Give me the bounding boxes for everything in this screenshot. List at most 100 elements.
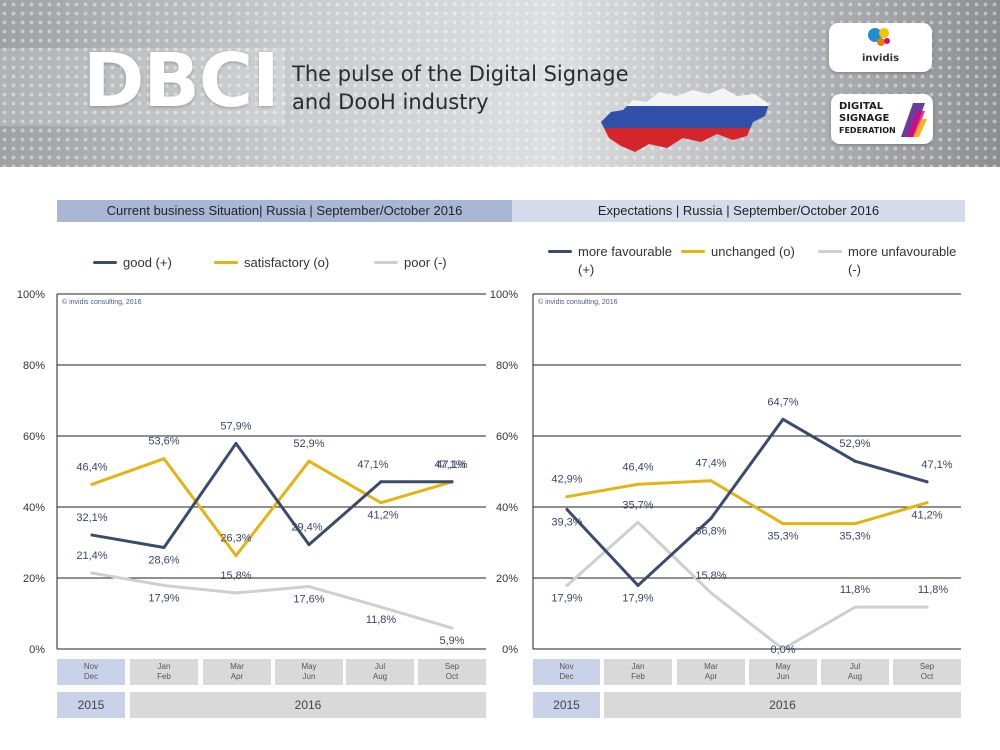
line-chart-plot: 0% 20% 40% 60% 80% 100% © invidis consulting, … <box>17 289 486 656</box>
data-point <box>565 495 569 499</box>
y-tick-label: 80% <box>496 360 518 372</box>
current-situation-chart: Current business Situation| Russia | Sep… <box>0 195 512 725</box>
x-tick-mar-apr: Mar Apr <box>203 659 271 685</box>
x-tick-nov-dec: Nov Dec <box>533 659 600 685</box>
data-label: 26,3% <box>220 533 251 545</box>
x-tick-jul-aug: Jul Aug <box>346 659 414 685</box>
data-label: 35,3% <box>767 531 798 543</box>
dsf-line-1: DIGITAL <box>839 101 884 112</box>
data-label: 15,8% <box>220 570 251 582</box>
data-label: 41,2% <box>911 510 942 522</box>
data-label: 46,4% <box>622 461 653 473</box>
data-point <box>234 554 238 558</box>
data-point <box>379 605 383 609</box>
x-tick-jan-feb: Jan Feb <box>130 659 198 685</box>
data-point <box>636 583 640 587</box>
year-label-2015: 2015 <box>533 692 600 718</box>
data-point <box>162 457 166 461</box>
data-label: 11,8% <box>918 584 949 596</box>
data-label: 41,2% <box>367 510 398 522</box>
data-point <box>781 417 785 421</box>
data-point <box>162 545 166 549</box>
invidis-logo: invidis <box>829 23 932 72</box>
data-point <box>781 647 785 651</box>
dsf-line-3: FEDERATION <box>839 126 896 135</box>
y-tick-label: 60% <box>23 431 45 443</box>
logo-strip <box>0 48 285 126</box>
year-label-2015: 2015 <box>57 692 125 718</box>
x-tick-sep-oct: Sep Oct <box>893 659 961 685</box>
dsf-logo: DIGITAL SIGNAGE FEDERATION <box>831 94 933 144</box>
series-line <box>90 441 454 549</box>
dsf-mark-icon <box>901 103 927 137</box>
invidis-mark-icon <box>868 28 890 46</box>
series-line <box>565 520 929 651</box>
data-label: 39,3% <box>551 516 582 528</box>
data-point <box>565 507 569 511</box>
data-label: 53,6% <box>148 436 179 448</box>
y-tick-label: 20% <box>496 573 518 585</box>
dbci-logo: DBCI <box>83 38 280 124</box>
data-point <box>450 626 454 630</box>
data-point <box>853 459 857 463</box>
legend-label: more favourable (+) <box>578 244 672 277</box>
data-point <box>565 583 569 587</box>
data-label: 15,8% <box>695 570 726 582</box>
series-line <box>565 479 929 526</box>
data-point <box>709 479 713 483</box>
legend-swatch-more-unfavourable <box>818 250 842 253</box>
legend-swatch-poor <box>374 261 398 264</box>
data-label: 0,0% <box>770 644 795 656</box>
y-tick-label: 0% <box>29 644 45 656</box>
data-point <box>925 480 929 484</box>
data-point <box>307 459 311 463</box>
data-point <box>781 522 785 526</box>
y-tick-label: 20% <box>23 573 45 585</box>
legend-swatch-more-favourable <box>548 250 572 253</box>
x-tick-jan-feb: Jan Feb <box>604 659 672 685</box>
data-label: 46,4% <box>76 461 107 473</box>
year-label-2016: 2016 <box>604 692 961 718</box>
x-tick-sep-oct: Sep Oct <box>418 659 486 685</box>
data-label: 57,9% <box>220 420 251 432</box>
data-label: 17,9% <box>551 592 582 604</box>
legend-swatch-satisfactory <box>214 261 238 264</box>
data-point <box>90 533 94 537</box>
expectations-chart: Expectations | Russia | September/Octobe… <box>480 195 965 725</box>
y-tick-label: 100% <box>490 289 518 301</box>
legend-label: good (+) <box>123 255 172 270</box>
data-point <box>90 482 94 486</box>
x-tick-may-jun: May Jun <box>749 659 817 685</box>
legend-label: satisfactory (o) <box>244 255 330 270</box>
data-label: 52,9% <box>293 438 324 450</box>
chart-title: Expectations | Russia | September/Octobe… <box>512 200 965 222</box>
data-point <box>925 605 929 609</box>
dsf-wordmark: DIGITAL SIGNAGE FEDERATION <box>839 101 909 136</box>
y-tick-label: 80% <box>23 360 45 372</box>
data-label: 64,7% <box>767 396 798 408</box>
data-label: 21,4% <box>76 550 107 562</box>
data-label: 47,1% <box>357 459 388 471</box>
y-tick-label: 40% <box>496 502 518 514</box>
russia-flag-map-icon <box>601 88 769 152</box>
x-tick-mar-apr: Mar Apr <box>677 659 745 685</box>
data-label: 42,9% <box>551 474 582 486</box>
data-label: 28,6% <box>148 554 179 566</box>
dsf-line-2: SIGNAGE <box>839 113 890 124</box>
data-point <box>234 591 238 595</box>
data-label: 17,9% <box>622 592 653 604</box>
invidis-wordmark: invidis <box>861 53 900 64</box>
data-point <box>234 441 238 445</box>
data-point <box>636 520 640 524</box>
year-label-2016: 2016 <box>130 692 486 718</box>
data-label: 5,9% <box>439 635 464 647</box>
header-banner: DBCI The pulse of the Digital Signage an… <box>0 0 1000 167</box>
tagline-line-2: and DooH industry <box>292 90 489 114</box>
x-tick-may-jun: May Jun <box>275 659 343 685</box>
legend-label: more unfavourable (-) <box>848 244 957 277</box>
x-tick-jul-aug: Jul Aug <box>821 659 889 685</box>
data-point <box>379 501 383 505</box>
data-label: 11,8% <box>366 614 397 626</box>
legend-label: unchanged (o) <box>711 244 795 259</box>
y-tick-label: 100% <box>17 289 45 301</box>
